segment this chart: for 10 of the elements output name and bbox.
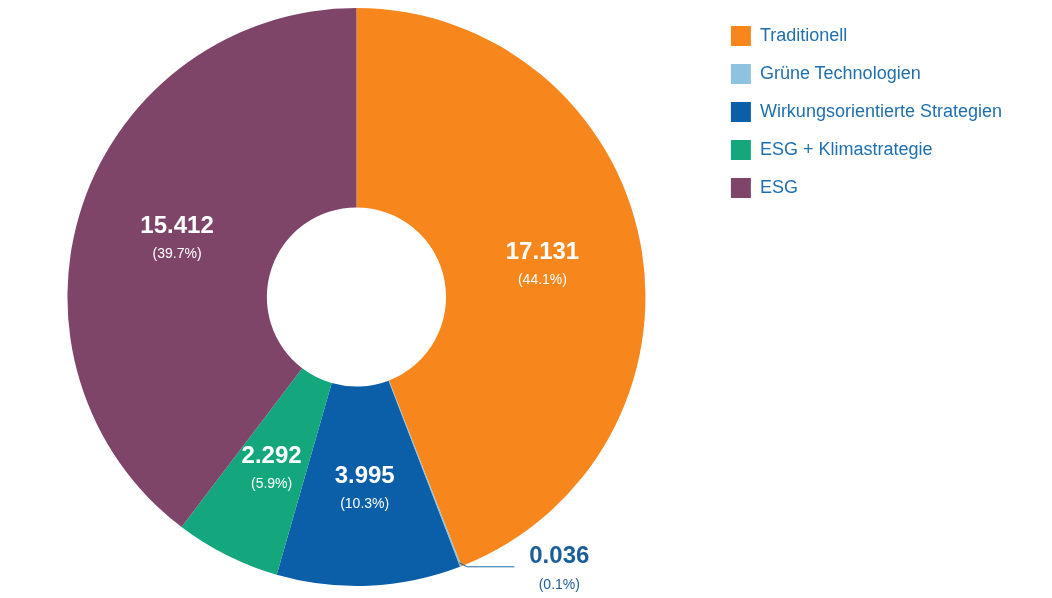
legend-label: Grüne Technologien [759,62,921,83]
legend-label: ESG + Klimastrategie [759,138,933,159]
legend-label: ESG [759,176,798,197]
data-label: 3.995 (10.3%) [334,460,395,511]
data-label: 15.412 (39.7%) [140,211,214,262]
legend-label: Wirkungsorientierte Strategien [759,100,1003,121]
data-label: 2.292 (5.9%) [241,440,302,492]
data-label: 17.131 (44.1%) [505,236,580,287]
legend-label: Traditionell [759,24,848,45]
data-label: 0.036 (0.1%) [529,541,590,592]
